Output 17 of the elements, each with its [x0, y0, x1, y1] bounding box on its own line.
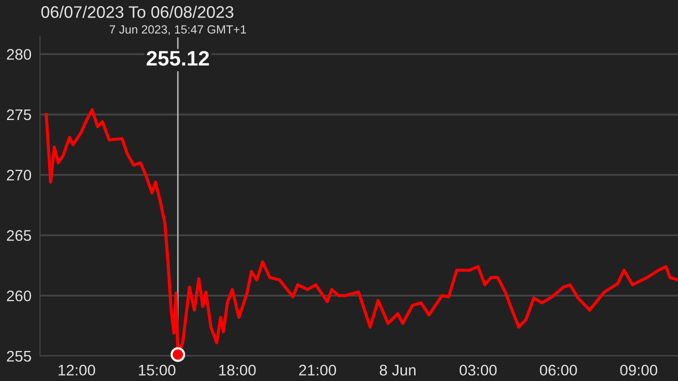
x-tick-label: 15:00: [138, 364, 176, 376]
y-tick-label: 270: [6, 170, 32, 181]
y-tick-label: 275: [6, 109, 32, 120]
x-tick-label: 09:00: [620, 364, 658, 376]
x-tick-label: 21:00: [299, 364, 336, 376]
x-tick-label: 18:00: [219, 364, 256, 376]
y-tick-label: 255: [6, 350, 32, 362]
x-tick-label: 8 Jun: [380, 364, 416, 376]
annotation: 255.12: [146, 50, 209, 66]
y-tick-label: 280: [6, 48, 32, 60]
chart-title: 06/07/2023 To 06/08/2023: [41, 6, 234, 18]
x-tick-label: 12:00: [58, 364, 96, 376]
text: 7 Jun 2023, 15:47 GMT+1: [110, 25, 246, 36]
x-tick-label: 03:00: [460, 364, 497, 376]
y-tick-label: 260: [6, 290, 32, 302]
x-tick-label: 06:00: [540, 364, 577, 376]
y-tick-label: 265: [6, 230, 32, 241]
